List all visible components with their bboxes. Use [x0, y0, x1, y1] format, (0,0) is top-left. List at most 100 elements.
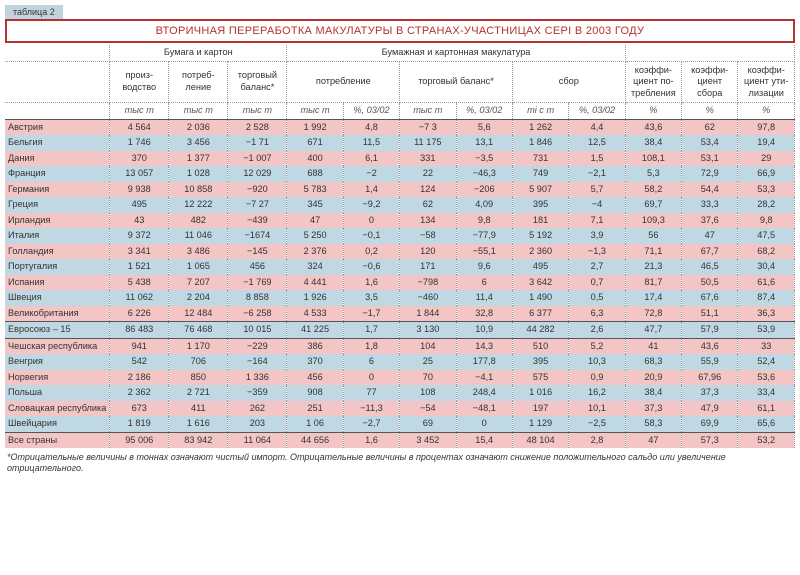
cell: 1 129 [512, 416, 568, 432]
hdr-c7: коэффи- циент по- требления [625, 61, 681, 103]
cell: 0 [456, 416, 512, 432]
cell: 9,6 [456, 259, 512, 275]
cell: 542 [110, 354, 169, 370]
cell: 86 483 [110, 322, 169, 339]
cell: 575 [512, 370, 568, 386]
cell: 3 130 [400, 322, 456, 339]
cell: 14,3 [456, 338, 512, 354]
cell: −77,9 [456, 228, 512, 244]
footnote: *Отрицательные величины в тоннах означаю… [5, 448, 795, 477]
cell: 9,8 [738, 213, 795, 229]
cell: 120 [400, 244, 456, 260]
header-groups: Бумага и картон Бумажная и картонная мак… [5, 45, 795, 61]
cell: 33,3 [682, 197, 738, 213]
cell: 10,3 [569, 354, 625, 370]
cell: −54 [400, 401, 456, 417]
row-country: Венгрия [5, 354, 110, 370]
cell: 4,8 [343, 119, 399, 135]
cell: −920 [228, 182, 287, 198]
cell: 10 858 [169, 182, 228, 198]
cell: −9,2 [343, 197, 399, 213]
cell: 11 175 [400, 135, 456, 151]
cell: 331 [400, 151, 456, 167]
cell: 30,4 [738, 259, 795, 275]
cell: 38,4 [625, 385, 681, 401]
cell: 67,6 [682, 290, 738, 306]
cell: 12 222 [169, 197, 228, 213]
cell: −3,5 [456, 151, 512, 167]
cell: 69,7 [625, 197, 681, 213]
cell: −46,3 [456, 166, 512, 182]
cell: 71,1 [625, 244, 681, 260]
cell: 10,1 [569, 401, 625, 417]
table-row: Франция13 0571 02812 029688−222−46,3749−… [5, 166, 795, 182]
table-row: Венгрия542706−164370625177,839510,368,35… [5, 354, 795, 370]
cell: 0 [343, 213, 399, 229]
cell: 52,4 [738, 354, 795, 370]
cell: 9 938 [110, 182, 169, 198]
cell: 97,8 [738, 119, 795, 135]
cell: −0,6 [343, 259, 399, 275]
cell: 17,4 [625, 290, 681, 306]
title-text: ВТОРИЧНАЯ ПЕРЕРАБОТКА МАКУЛАТУРЫ В СТРАН… [156, 25, 645, 37]
cell: 56 [625, 228, 681, 244]
hdr-c1: произ- водство [110, 61, 169, 103]
cell: 37,3 [625, 401, 681, 417]
cell: 495 [512, 259, 568, 275]
hdr-c5: торговый баланс* [400, 61, 513, 103]
cell: 395 [512, 354, 568, 370]
cell: −206 [456, 182, 512, 198]
cell: 2,8 [569, 432, 625, 448]
cell: 12 029 [228, 166, 287, 182]
cell: 6,1 [343, 151, 399, 167]
cell: 41 225 [287, 322, 343, 339]
cell: 38,4 [625, 135, 681, 151]
cell: 58,2 [625, 182, 681, 198]
cell: 1 06 [287, 416, 343, 432]
cell: 2 362 [110, 385, 169, 401]
cell: 4 533 [287, 306, 343, 322]
cell: 13 057 [110, 166, 169, 182]
cell: 7 207 [169, 275, 228, 291]
cell: −2,5 [569, 416, 625, 432]
cell: 0,7 [569, 275, 625, 291]
cell: 9,8 [456, 213, 512, 229]
cell: 44 656 [287, 432, 343, 448]
hdr-c2: потреб- ление [169, 61, 228, 103]
cell: 72,9 [682, 166, 738, 182]
cell: 181 [512, 213, 568, 229]
cell: 2 036 [169, 119, 228, 135]
cell: 5 438 [110, 275, 169, 291]
cell: 41 [625, 338, 681, 354]
table-row: Словацкая республика673411262251−11,3−54… [5, 401, 795, 417]
cell: 3 642 [512, 275, 568, 291]
cell: 67,7 [682, 244, 738, 260]
cell: 671 [287, 135, 343, 151]
u-5: %, 03/02 [343, 103, 399, 120]
cell: 177,8 [456, 354, 512, 370]
cell: 43,6 [682, 338, 738, 354]
cell: 749 [512, 166, 568, 182]
cell: 104 [400, 338, 456, 354]
cell: 1 336 [228, 370, 287, 386]
cell: 83 942 [169, 432, 228, 448]
cell: 850 [169, 370, 228, 386]
cell: 495 [110, 197, 169, 213]
cell: 54,4 [682, 182, 738, 198]
cell: 108,1 [625, 151, 681, 167]
cell: 19,4 [738, 135, 795, 151]
u-12: % [738, 103, 795, 120]
cell: 411 [169, 401, 228, 417]
cell: 5,6 [456, 119, 512, 135]
u-1: тыс т [110, 103, 169, 120]
cell: 33 [738, 338, 795, 354]
cell: 1 262 [512, 119, 568, 135]
cell: 11,4 [456, 290, 512, 306]
cell: 3 486 [169, 244, 228, 260]
cell: −11,3 [343, 401, 399, 417]
cell: 345 [287, 197, 343, 213]
cell: 11 046 [169, 228, 228, 244]
cell: 53,9 [738, 322, 795, 339]
cell: 53,4 [682, 135, 738, 151]
cell: 6,3 [569, 306, 625, 322]
